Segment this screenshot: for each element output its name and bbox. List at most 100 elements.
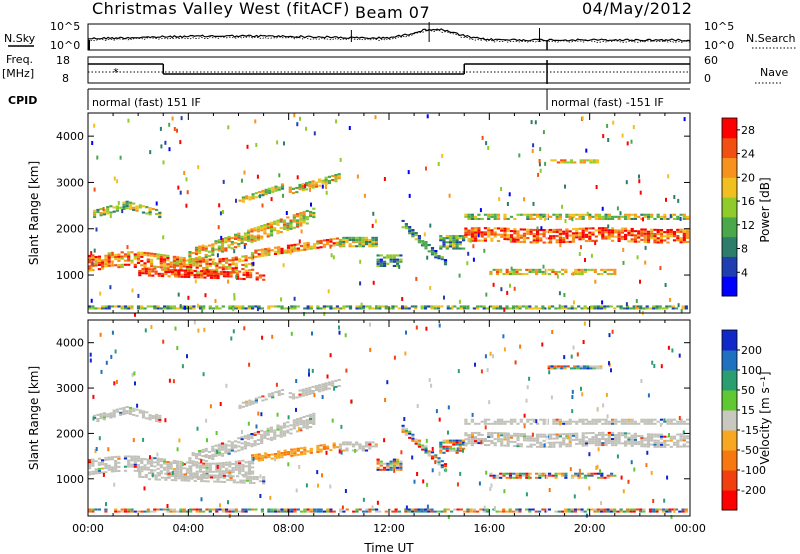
scatter-cell: [566, 161, 570, 164]
scatter-cell: [571, 236, 576, 239]
scatter-cell: [91, 472, 95, 475]
scatter-cell: [601, 237, 605, 240]
scatter-cell: [88, 254, 92, 257]
scatter-cell: [467, 229, 471, 232]
scatter-cell: [299, 222, 303, 225]
scatter-cell: [335, 237, 339, 240]
scatter-cell: [656, 233, 660, 236]
scatter-cell: [607, 422, 611, 425]
sparse-echo: [256, 307, 259, 312]
sparse-echo: [289, 250, 292, 255]
scatter-cell: [557, 270, 561, 273]
sparse-echo: [616, 454, 619, 459]
scatter-cell: [255, 278, 259, 281]
scatter-cell: [266, 433, 270, 436]
scatter-cell: [411, 231, 415, 234]
scatter-cell: [539, 239, 543, 242]
scatter-cell: [663, 217, 667, 220]
scatter-cell: [156, 459, 160, 462]
scatter-cell: [617, 440, 621, 443]
scatter-cell: [399, 464, 403, 467]
scatter-cell: [215, 468, 219, 471]
scatter-cell: [535, 273, 539, 276]
sparse-echo: [393, 468, 396, 473]
scatter-cell: [91, 305, 95, 308]
scatter-cell: [607, 435, 611, 438]
scatter-cell: [166, 254, 170, 257]
sparse-echo: [313, 131, 316, 136]
scatter-cell: [145, 411, 149, 414]
scatter-cell: [220, 246, 225, 249]
sparse-echo: [650, 233, 653, 238]
scatter-cell: [516, 435, 520, 437]
scatter-cell: [324, 182, 328, 185]
scatter-cell: [474, 440, 478, 443]
scatter-cell: [640, 232, 644, 235]
scatter-cell: [417, 239, 421, 242]
scatter-cell: [493, 217, 497, 220]
scatter-cell: [273, 431, 277, 434]
scatter-cell: [474, 217, 478, 220]
scatter-cell: [427, 305, 431, 308]
scatter-cell: [299, 224, 303, 227]
scatter-cell: [312, 414, 316, 417]
scatter-cell: [679, 241, 683, 244]
scatter-cell: [622, 307, 626, 310]
scatter-cell: [224, 443, 228, 446]
freq-unit-label: [MHz]: [2, 67, 34, 80]
scatter-cell: [241, 263, 245, 266]
sparse-echo: [325, 190, 328, 195]
sparse-echo: [543, 216, 546, 221]
scatter-cell: [624, 418, 628, 421]
scatter-cell: [565, 437, 569, 440]
scatter-cell: [220, 444, 225, 447]
scatter-cell: [247, 464, 251, 467]
scatter-cell: [423, 305, 428, 308]
scatter-cell: [470, 227, 474, 230]
scatter-cell: [495, 273, 500, 276]
sparse-echo: [187, 295, 190, 300]
scatter-cell: [120, 263, 124, 266]
scatter-cell: [250, 433, 254, 435]
scatter-cell: [437, 255, 441, 258]
scatter-cell: [379, 468, 383, 471]
scatter-cell: [214, 452, 218, 455]
scatter-cell: [125, 207, 129, 210]
sparse-echo: [572, 271, 575, 276]
scatter-cell: [277, 394, 281, 397]
scatter-cell: [575, 432, 579, 435]
scatter-cell: [247, 307, 251, 310]
scatter-cell: [170, 271, 174, 274]
scatter-cell: [554, 510, 558, 513]
scatter-cell: [260, 254, 264, 257]
scatter-cell: [179, 473, 183, 475]
scatter-cell: [624, 432, 628, 435]
scatter-cell: [250, 443, 254, 446]
scatter-cell: [616, 305, 620, 308]
scatter-cell: [542, 213, 546, 216]
scatter-cell: [593, 508, 597, 511]
scatter-cell: [195, 270, 199, 273]
scatter-cell: [97, 263, 101, 266]
scatter-cell: [238, 258, 242, 261]
scatter-cell: [262, 476, 266, 479]
scatter-cell: [231, 463, 235, 465]
sparse-echo: [179, 190, 182, 195]
scatter-cell: [355, 236, 359, 239]
scatter-cell: [519, 228, 523, 231]
scatter-cell: [640, 443, 644, 446]
scatter-cell: [600, 476, 604, 479]
scatter-cell: [198, 262, 203, 265]
scatter-cell: [150, 258, 154, 261]
scatter-cell: [176, 468, 180, 471]
scatter-cell: [185, 265, 189, 268]
scatter-cell: [255, 476, 259, 478]
scatter-cell: [136, 470, 141, 472]
scatter-cell: [101, 459, 105, 462]
scatter-cell: [267, 454, 271, 456]
scatter-cell: [191, 252, 195, 255]
sparse-echo: [483, 505, 486, 510]
scatter-cell: [159, 460, 163, 463]
scatter-cell: [582, 159, 587, 162]
sparse-echo: [371, 223, 374, 228]
